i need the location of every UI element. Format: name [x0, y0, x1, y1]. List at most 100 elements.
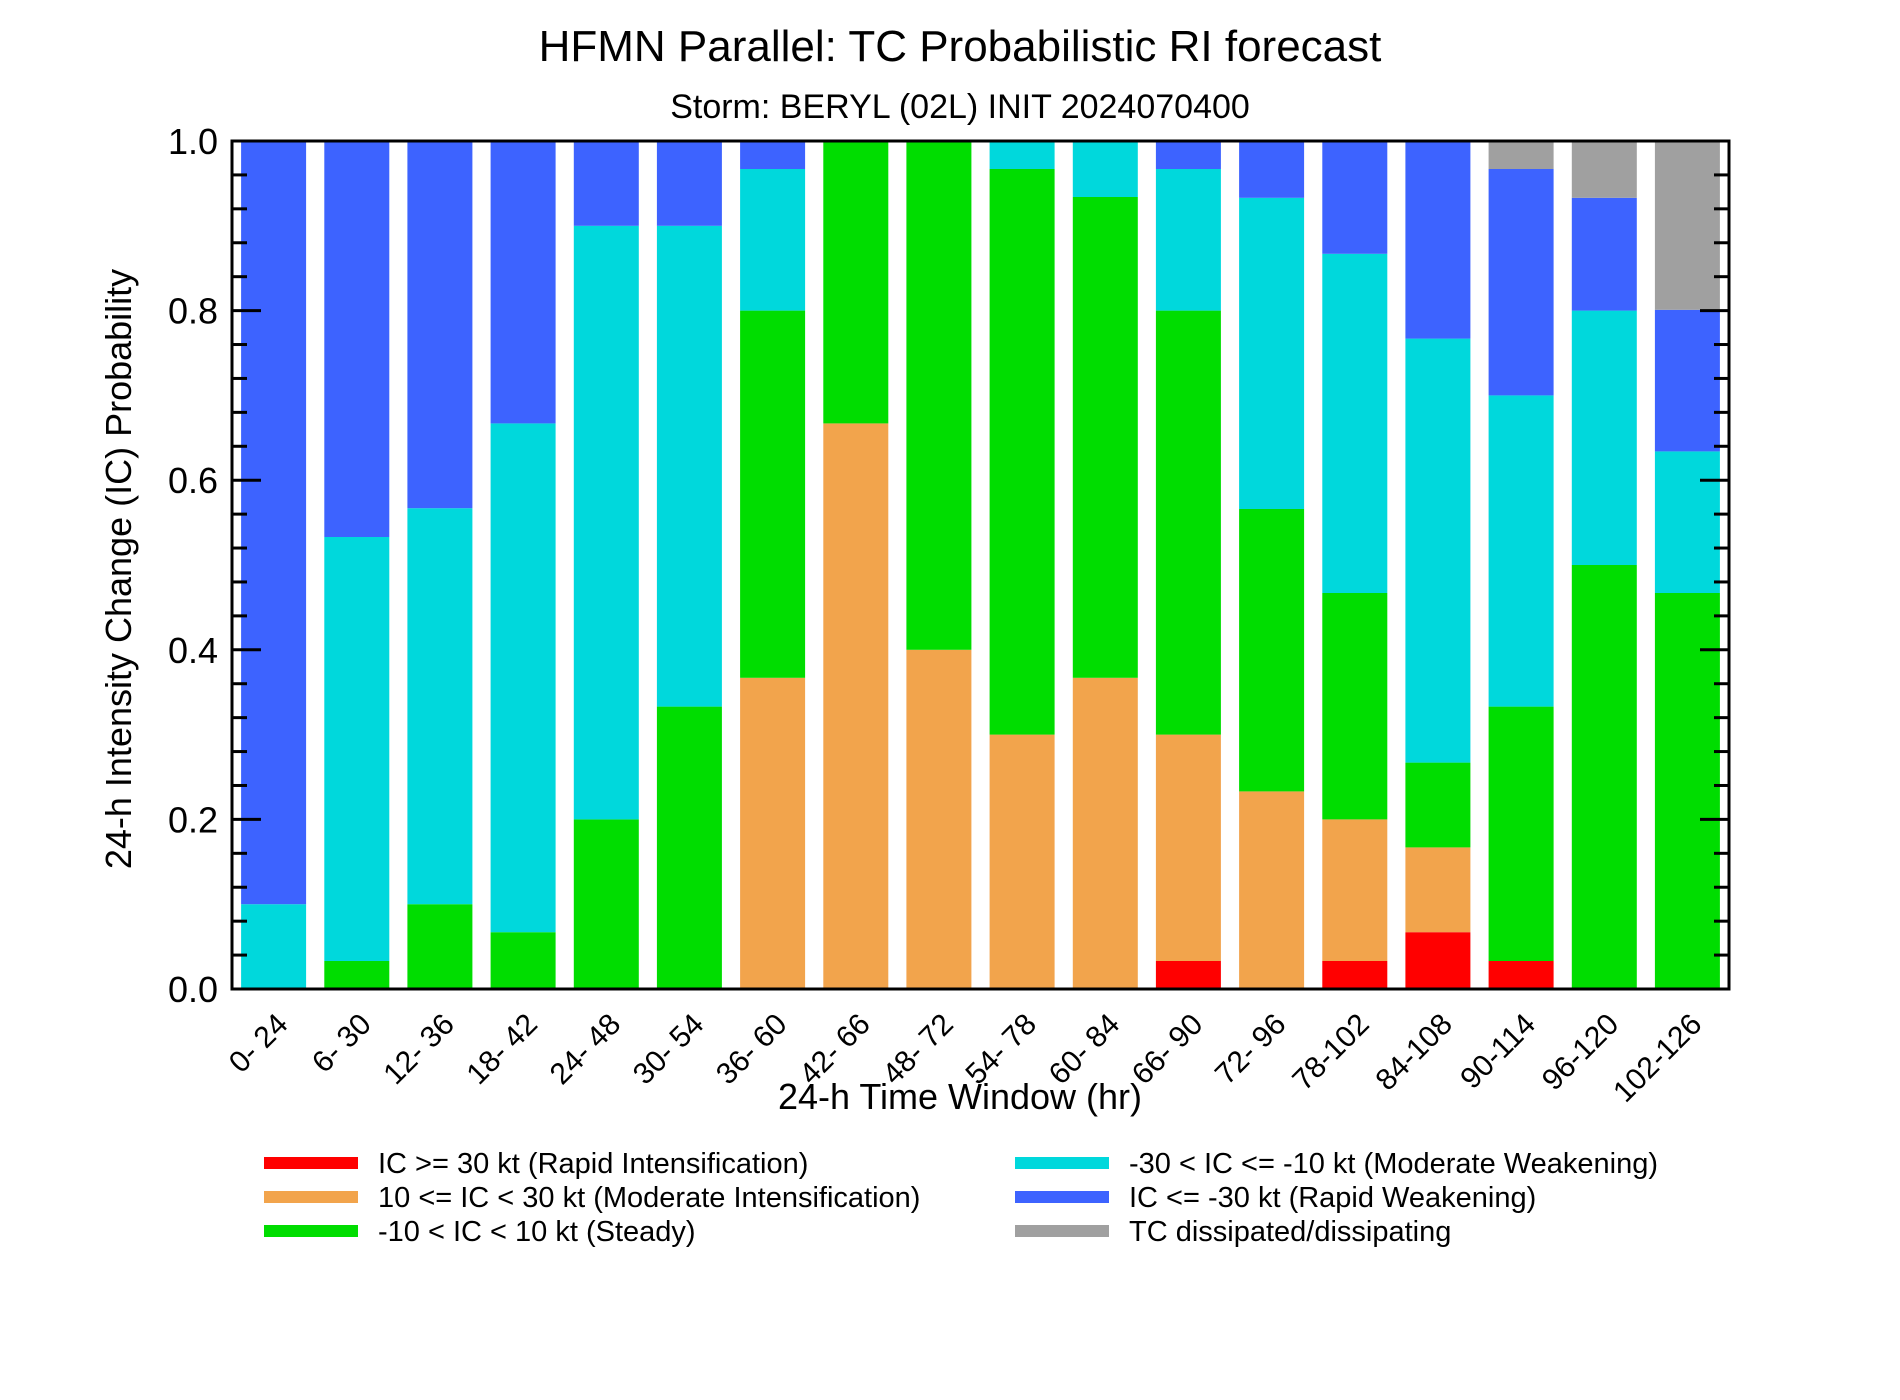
- bar-segment-14-2: [1322, 819, 1388, 961]
- bar-segment-3-3: [407, 904, 473, 989]
- bar-segment-5-3: [573, 819, 639, 989]
- bar-segment-8-3: [823, 141, 889, 424]
- x-tick-label: 0- 24: [223, 1008, 295, 1080]
- bar-segment-4-3: [490, 932, 556, 989]
- y-tick-label: 0.6: [168, 460, 218, 501]
- bar-segment-7-3: [740, 310, 806, 678]
- bar-segment-13-4: [1239, 197, 1305, 510]
- legend-label: TC dissipated/dissipating: [1129, 1216, 1451, 1248]
- bar-segment-14-1: [1322, 961, 1388, 989]
- bar-segment-1-4: [241, 904, 307, 989]
- bar-segment-13-3: [1239, 509, 1305, 792]
- x-tick-label: 30- 54: [627, 1008, 710, 1091]
- bar-segment-16-1: [1488, 961, 1554, 989]
- bar-segment-12-2: [1155, 734, 1221, 961]
- bar-segment-18-4: [1654, 451, 1720, 593]
- y-tick-label: 0.8: [168, 291, 218, 332]
- bar-segment-3-5: [407, 141, 473, 509]
- bar-segment-7-4: [740, 169, 806, 311]
- legend: IC >= 30 kt (Rapid Intensification)10 <=…: [264, 1148, 1658, 1248]
- bar-segment-15-1: [1405, 932, 1471, 989]
- bar-segment-2-3: [324, 961, 390, 989]
- bar-segment-8-2: [823, 423, 889, 989]
- bar-segment-3-4: [407, 508, 473, 905]
- bar-segment-12-5: [1155, 141, 1221, 169]
- bar-segment-11-2: [1072, 677, 1138, 989]
- bars-layer: [241, 140, 1720, 989]
- bar-segment-15-3: [1405, 762, 1471, 848]
- bar-segment-18-5: [1654, 309, 1720, 452]
- bar-segment-12-1: [1155, 961, 1221, 989]
- bar-segment-12-4: [1155, 169, 1221, 311]
- bar-segment-6-5: [656, 141, 722, 226]
- y-tick-label: 0.4: [168, 630, 218, 671]
- bar-segment-16-4: [1488, 395, 1554, 707]
- bar-segment-7-5: [740, 141, 806, 169]
- bar-segment-14-4: [1322, 253, 1388, 594]
- x-tick-label: 6- 30: [306, 1008, 378, 1080]
- plot-frame: [230, 139, 1731, 991]
- legend-label: -30 < IC <= -10 kt (Moderate Weakening): [1129, 1148, 1658, 1180]
- x-tick-label: 90-114: [1454, 1008, 1542, 1096]
- x-tick-label: 24- 48: [544, 1008, 627, 1091]
- bar-segment-18-6: [1654, 140, 1720, 310]
- x-tick-label: 78-102: [1286, 1008, 1375, 1097]
- legend-swatch: [264, 1191, 358, 1203]
- x-tick-label: 12- 36: [377, 1008, 460, 1091]
- chart-title: HFMN Parallel: TC Probabilistic RI forec…: [539, 22, 1382, 71]
- bar-segment-4-4: [490, 423, 556, 933]
- bar-segment-17-4: [1571, 310, 1637, 565]
- bar-segment-10-4: [989, 141, 1055, 169]
- legend-label: IC >= 30 kt (Rapid Intensification): [378, 1148, 808, 1180]
- x-tick-label: 18- 42: [461, 1008, 544, 1091]
- axes-layer: 0.0 0.2 0.4 0.6 0.8 1.0: [168, 121, 1731, 1010]
- x-tick-label: 72- 96: [1209, 1008, 1292, 1091]
- bar-segment-1-5: [241, 141, 307, 905]
- bar-segment-9-3: [906, 141, 972, 650]
- x-tick-label: 102-126: [1607, 1008, 1708, 1109]
- bar-segment-6-4: [656, 225, 722, 707]
- bar-segment-15-2: [1405, 847, 1471, 933]
- bar-segment-7-2: [740, 677, 806, 989]
- bar-segment-15-5: [1405, 141, 1471, 339]
- bar-segment-5-4: [573, 225, 639, 820]
- x-tick-label: 84-108: [1369, 1008, 1458, 1097]
- legend-label: -10 < IC < 10 kt (Steady): [378, 1216, 696, 1248]
- bar-segment-18-3: [1654, 593, 1720, 989]
- bar-segment-14-3: [1322, 593, 1388, 820]
- bar-segment-10-3: [989, 169, 1055, 735]
- legend-label: 10 <= IC < 30 kt (Moderate Intensificati…: [378, 1182, 920, 1214]
- y-tick-label: 0.0: [168, 969, 218, 1010]
- legend-swatch: [1015, 1191, 1109, 1203]
- bar-segment-2-5: [324, 141, 390, 537]
- bar-segment-13-2: [1239, 791, 1305, 989]
- bar-segment-16-6: [1488, 141, 1554, 169]
- bar-segment-17-3: [1571, 565, 1637, 989]
- bar-segment-10-2: [989, 734, 1055, 989]
- y-tick-label: 1.0: [168, 121, 218, 162]
- bar-segment-16-5: [1488, 169, 1554, 396]
- bar-segment-11-4: [1072, 140, 1138, 197]
- bar-segment-6-3: [656, 706, 722, 989]
- bar-segment-14-5: [1322, 141, 1388, 254]
- x-axis-label: 24-h Time Window (hr): [778, 1076, 1142, 1117]
- bar-segment-5-5: [573, 141, 639, 226]
- bar-segment-17-6: [1571, 141, 1637, 198]
- legend-swatch: [1015, 1225, 1109, 1237]
- bar-segment-16-3: [1488, 706, 1554, 961]
- bar-segment-11-3: [1072, 197, 1138, 678]
- y-axis-label: 24-h Intensity Change (IC) Probability: [98, 269, 139, 869]
- bar-segment-17-5: [1571, 197, 1637, 311]
- legend-swatch: [1015, 1157, 1109, 1169]
- bar-segment-12-3: [1155, 310, 1221, 735]
- bar-segment-13-5: [1239, 141, 1305, 198]
- legend-label: IC <= -30 kt (Rapid Weakening): [1129, 1182, 1536, 1214]
- y-tick-label: 0.2: [168, 799, 218, 840]
- bar-segment-4-5: [490, 141, 556, 424]
- legend-swatch: [264, 1225, 358, 1237]
- bar-segment-9-2: [906, 649, 972, 989]
- chart-subtitle: Storm: BERYL (02L) INIT 2024070400: [670, 88, 1250, 126]
- legend-swatch: [264, 1157, 358, 1169]
- bar-segment-15-4: [1405, 338, 1471, 763]
